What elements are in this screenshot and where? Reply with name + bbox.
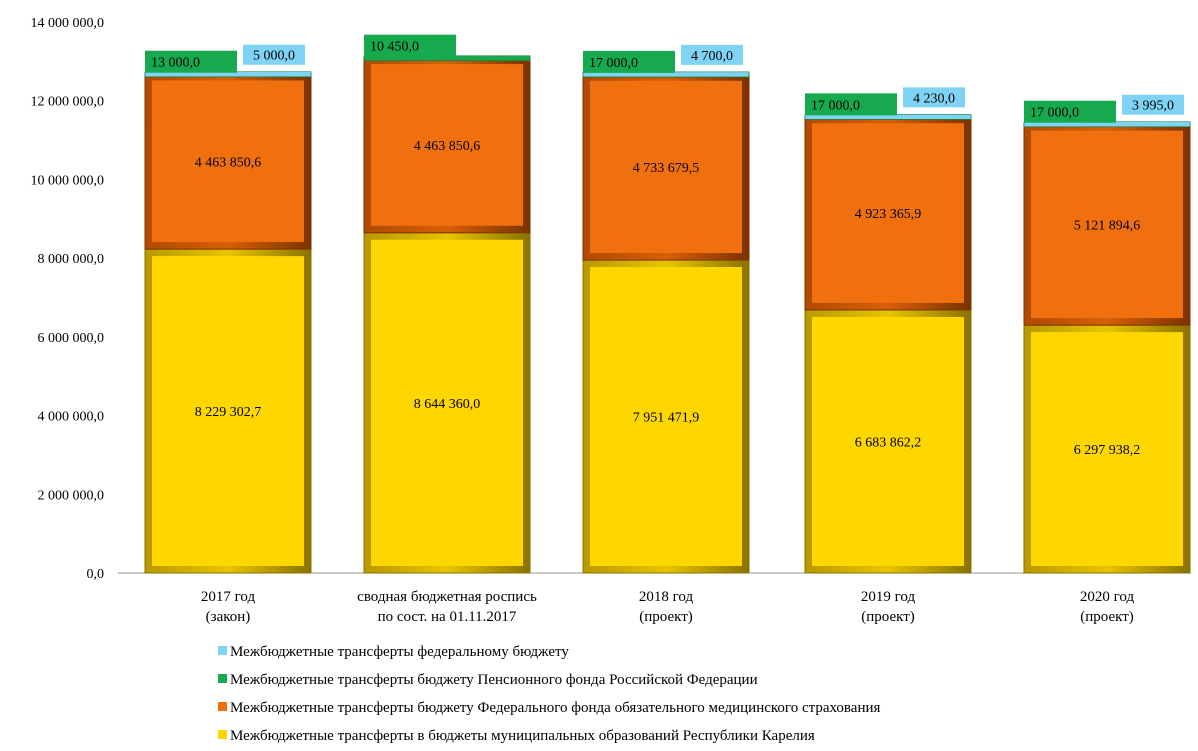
data-label-box [805, 93, 897, 116]
legend-entry: Межбюджетные трансферты в бюджеты муници… [230, 728, 815, 744]
bar-segment-face [371, 64, 523, 226]
y-tick-label: 4 000 000,0 [38, 410, 105, 425]
data-label: 5 121 894,6 [1074, 218, 1141, 233]
x-tick-label: 2018 год [639, 589, 694, 605]
x-tick-label: (проект) [1080, 609, 1134, 625]
data-label: 5 000,0 [253, 49, 295, 64]
legend-swatch [218, 646, 227, 655]
category-labels: 2017 год (закон) сводная бюджетная роспись… [201, 589, 1135, 625]
data-label: 3 995,0 [1132, 99, 1174, 114]
data-label: 6 297 938,2 [1074, 443, 1141, 458]
bar-segment-face [812, 123, 964, 303]
data-label: 4 463 850,6 [414, 139, 481, 154]
y-tick-label: 0,0 [87, 567, 105, 582]
data-label: 7 951 471,9 [633, 411, 700, 426]
data-label-box [583, 50, 675, 73]
bar-segment-face [371, 239, 523, 566]
legend-entry: Межбюджетные трансферты федеральному бюд… [230, 644, 569, 660]
bar-segment-face [152, 256, 304, 566]
legend-swatch [218, 674, 227, 683]
data-label: 8 229 302,7 [195, 405, 262, 420]
data-label-box [903, 87, 965, 108]
data-label: 4 733 679,5 [633, 161, 700, 176]
data-label: 4 923 365,9 [855, 207, 922, 222]
x-tick-label: 2017 год [201, 589, 256, 605]
data-label-box [243, 44, 305, 65]
data-label: 8 644 360,0 [414, 397, 481, 412]
data-label: 17 000,0 [811, 98, 860, 113]
x-tick-label: 2019 год [861, 589, 916, 605]
legend: Межбюджетные трансферты федеральному бюд… [218, 644, 881, 744]
data-label: 6 683 862,2 [855, 435, 922, 450]
y-tick-label: 10 000 000,0 [31, 173, 105, 188]
y-tick-label: 14 000 000,0 [31, 16, 105, 31]
y-tick-label: 12 000 000,0 [31, 95, 105, 110]
data-labels: 8 229 302,7 4 463 850,6 13 000,0 5 000,0 8 6… [145, 34, 1184, 458]
legend-swatch [218, 702, 227, 711]
data-label: 4 700,0 [691, 49, 733, 64]
x-tick-label: сводная бюджетная роспись [357, 589, 537, 605]
bar-segment-face [1031, 332, 1183, 566]
x-tick-label: (проект) [861, 609, 915, 625]
bar-segment-face [812, 316, 964, 566]
data-label-box [1024, 100, 1116, 123]
data-label: 17 000,0 [1030, 106, 1079, 121]
data-label: 13 000,0 [151, 56, 200, 71]
y-tick-label: 2 000 000,0 [38, 488, 105, 503]
data-label: 4 230,0 [913, 91, 955, 106]
data-label: 4 463 850,6 [195, 155, 262, 170]
axis: 0,0 2 000 000,0 4 000 000,0 6 000 000,0 8 00… [31, 16, 1185, 582]
y-tick-label: 6 000 000,0 [38, 331, 105, 346]
legend-entry: Межбюджетные трансферты бюджету Пенсионн… [230, 672, 758, 688]
bars [144, 55, 1191, 574]
data-label-box [364, 34, 456, 57]
data-label: 17 000,0 [589, 56, 638, 71]
bar-segment-face [590, 267, 742, 566]
bar-segment-face [1031, 130, 1183, 319]
data-label-box [1122, 94, 1184, 115]
data-label-box [145, 50, 237, 73]
x-tick-label: 2020 год [1080, 589, 1135, 605]
bar-segment-face [152, 80, 304, 243]
x-tick-label: (закон) [206, 609, 251, 625]
y-tick-label: 8 000 000,0 [38, 252, 105, 267]
legend-entry: Межбюджетные трансферты бюджету Федераль… [230, 700, 881, 716]
legend-swatch [218, 730, 227, 739]
x-tick-label: по сост. на 01.11.2017 [378, 609, 517, 625]
x-tick-label: (проект) [639, 609, 693, 625]
bar-segment-face [590, 80, 742, 254]
data-label: 10 450,0 [370, 40, 419, 55]
data-label-box [681, 44, 743, 65]
